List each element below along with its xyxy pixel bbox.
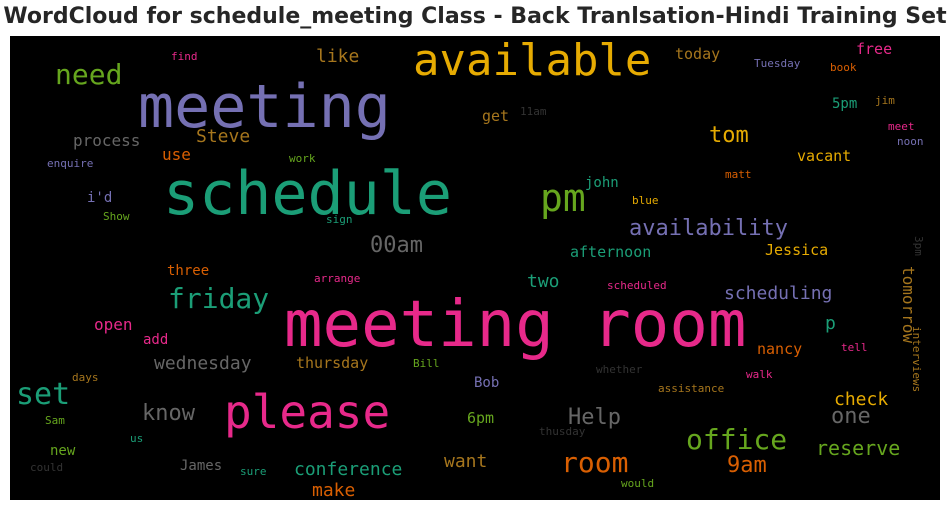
word-scheduled: scheduled <box>607 279 667 292</box>
word-matt: matt <box>725 168 752 181</box>
word-add: add <box>143 332 168 348</box>
word-walk: walk <box>746 368 773 381</box>
word-available: available <box>413 36 651 86</box>
word-whether: whether <box>596 363 643 376</box>
word-two: two <box>527 271 560 292</box>
word-use: use <box>162 145 191 164</box>
word-9am: 9am <box>727 453 767 478</box>
word-process: process <box>73 131 140 150</box>
word-sam: Sam <box>45 414 65 427</box>
word-days: days <box>72 371 99 384</box>
word-new: new <box>50 443 76 459</box>
word-open: open <box>94 315 133 334</box>
word-room: room <box>561 446 628 479</box>
word-3pm: 3pm <box>912 236 925 256</box>
word-john: john <box>585 175 619 191</box>
word-cloud: meeting room schedule meeting please availab… <box>10 36 940 500</box>
word-conference: conference <box>294 459 402 480</box>
word-schedule: schedule <box>163 159 452 229</box>
word-get: get <box>482 107 509 125</box>
word-help: Help <box>568 405 621 430</box>
word-availability: availability <box>629 216 788 241</box>
word-three: three <box>167 263 209 279</box>
word-thusday: thusday <box>539 425 586 438</box>
word-friday: friday <box>168 282 269 315</box>
word-5pm: 5pm <box>832 96 857 112</box>
word-please: please <box>224 385 390 439</box>
word-tomorrow: tomorrow <box>899 266 918 343</box>
word-nancy: nancy <box>757 340 802 358</box>
word-today: today <box>675 45 720 63</box>
word-free: free <box>856 40 892 58</box>
chart-title: WordCloud for schedule_meeting Class - B… <box>3 4 947 29</box>
word-office: office <box>686 423 787 456</box>
word-one: one <box>831 404 871 429</box>
word-vacant: vacant <box>797 147 851 165</box>
word-i-d: i'd <box>87 190 112 206</box>
word-could: could <box>30 461 63 474</box>
word-bill: Bill <box>413 357 440 370</box>
word-arrange: arrange <box>314 272 360 285</box>
word-sure: sure <box>240 465 267 478</box>
word-cloud-svg: meeting room schedule meeting please availab… <box>16 36 925 500</box>
word-bob: Bob <box>474 375 499 391</box>
word-tell: tell <box>841 341 868 354</box>
word-scheduling: scheduling <box>724 283 832 304</box>
word-00am: 00am <box>370 233 423 258</box>
word-show: Show <box>103 210 130 223</box>
word-interviews: interviews <box>910 326 923 392</box>
word-11am: 11am <box>520 105 547 118</box>
word-us: us <box>130 432 143 445</box>
word-set: set <box>16 377 70 412</box>
word-blue: blue <box>632 194 659 207</box>
word-james: James <box>180 458 222 474</box>
word-enquire: enquire <box>47 157 93 170</box>
word-afternoon: afternoon <box>570 243 651 261</box>
word-know: know <box>142 401 196 426</box>
word-tom: tom <box>709 123 749 148</box>
word-jim: jim <box>875 94 895 107</box>
word-wednesday: wednesday <box>154 353 252 374</box>
word-meeting: meeting <box>138 72 391 142</box>
word-pm: pm <box>540 176 586 220</box>
word-6pm: 6pm <box>467 409 494 427</box>
word-find: find <box>171 50 198 63</box>
word-sign: sign <box>326 213 353 226</box>
word-assistance: assistance <box>658 382 724 395</box>
word-meet: meet <box>888 120 915 133</box>
word-would: would <box>621 477 654 490</box>
word-thursday: thursday <box>296 354 368 372</box>
word-make: make <box>312 480 355 500</box>
word-tuesday: Tuesday <box>754 57 801 70</box>
word-check: check <box>834 389 888 410</box>
word-reserve: reserve <box>816 436 900 460</box>
word-book: book <box>830 61 857 74</box>
word-like: like <box>316 46 359 67</box>
word-want: want <box>444 451 487 472</box>
word-meeting-room: meeting room <box>284 288 746 362</box>
word-work: work <box>289 152 316 165</box>
word-steve: Steve <box>196 126 250 147</box>
word-jessica: Jessica <box>765 241 828 259</box>
word-p: p <box>825 313 836 334</box>
word-need: need <box>55 58 122 91</box>
word-noon: noon <box>897 135 924 148</box>
